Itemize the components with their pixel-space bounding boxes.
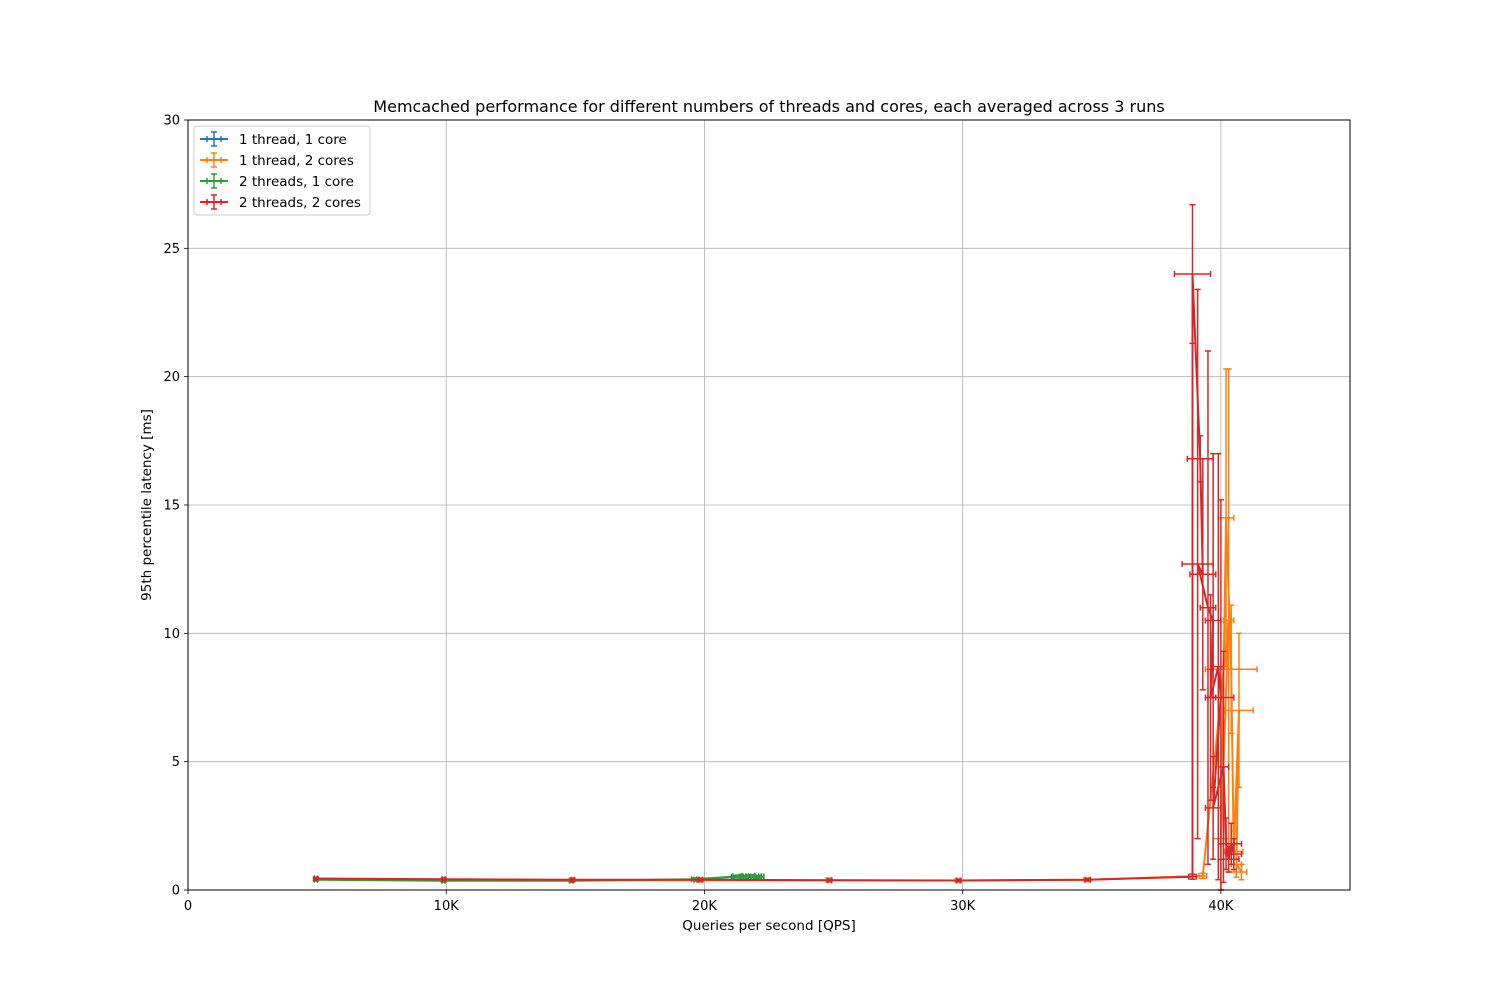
data-point bbox=[1235, 863, 1248, 881]
x-axis-label: Queries per second [QPS] bbox=[682, 918, 855, 934]
y-axis-label: 95th percentile latency [ms] bbox=[139, 409, 155, 601]
y-tick-label: 10 bbox=[163, 627, 180, 642]
data-point bbox=[1204, 604, 1258, 735]
y-tick-label: 30 bbox=[163, 114, 180, 129]
data-point bbox=[1084, 876, 1092, 883]
data-point bbox=[1220, 822, 1243, 866]
y-tick-label: 20 bbox=[163, 370, 180, 385]
data-point bbox=[1204, 755, 1222, 860]
legend-entry: 2 threads, 1 core bbox=[200, 173, 354, 190]
legend-label: 2 threads, 2 cores bbox=[239, 195, 361, 211]
y-tick-label: 15 bbox=[163, 499, 180, 514]
data-point bbox=[569, 876, 576, 883]
legend-entry: 1 thread, 2 cores bbox=[200, 152, 354, 169]
series-4 bbox=[312, 203, 1243, 891]
data-point bbox=[1217, 845, 1240, 873]
y-tick-label: 25 bbox=[163, 242, 180, 257]
axis-ticks: 0 10K 20K 30K 40K 0 5 10 15 20 25 30 bbox=[163, 114, 1233, 915]
data-point bbox=[1189, 458, 1217, 691]
data-point bbox=[1224, 632, 1254, 789]
data-point bbox=[697, 876, 704, 883]
data-point bbox=[1225, 837, 1243, 871]
x-tick-label: 20K bbox=[692, 899, 718, 914]
legend: 1 thread, 1 core 1 thread, 2 cores 2 threa… bbox=[193, 125, 371, 216]
x-tick-label: 10K bbox=[434, 899, 460, 914]
legend-label: 2 threads, 1 core bbox=[239, 174, 354, 190]
data-point bbox=[1187, 873, 1198, 880]
data-point bbox=[1198, 872, 1208, 880]
legend-entry: 2 threads, 2 cores bbox=[200, 194, 361, 211]
x-tick-label: 40K bbox=[1208, 899, 1234, 914]
grid bbox=[187, 119, 1350, 891]
x-tick-label: 0 bbox=[184, 899, 192, 914]
data-point bbox=[1173, 203, 1212, 345]
y-tick-label: 0 bbox=[172, 884, 180, 899]
legend-entry: 1 thread, 1 core bbox=[200, 131, 347, 148]
data-point bbox=[1199, 350, 1217, 866]
plot-series bbox=[312, 203, 1258, 891]
chart-title: Memcached performance for different numb… bbox=[373, 97, 1164, 116]
legend-box bbox=[193, 125, 371, 216]
data-point bbox=[955, 877, 962, 884]
legend-label: 1 thread, 1 core bbox=[239, 132, 347, 148]
x-tick-label: 30K bbox=[950, 899, 976, 914]
data-point bbox=[826, 877, 833, 884]
data-point bbox=[440, 876, 447, 883]
y-tick-label: 5 bbox=[172, 755, 180, 770]
data-point bbox=[312, 875, 319, 882]
legend-label: 1 thread, 2 cores bbox=[239, 153, 354, 169]
